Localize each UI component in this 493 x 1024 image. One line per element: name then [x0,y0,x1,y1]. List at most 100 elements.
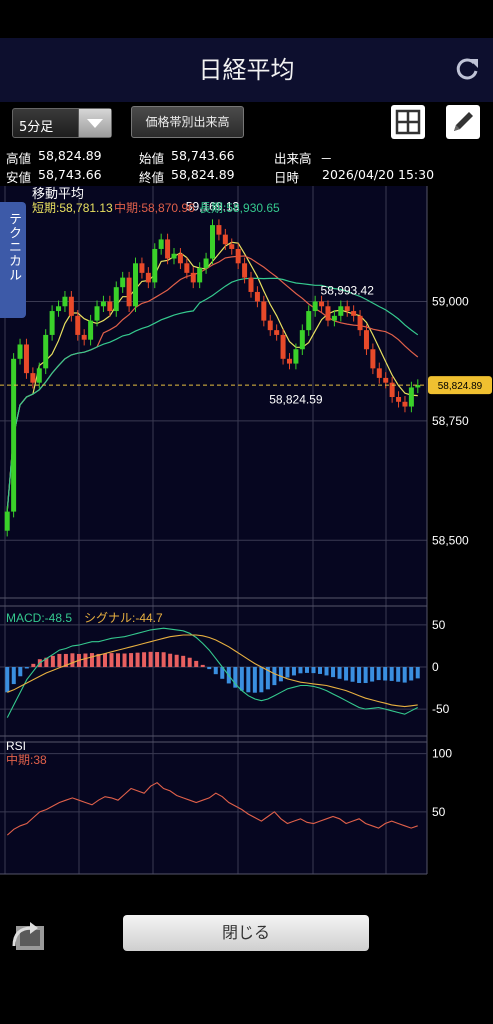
candle-body [222,234,228,245]
volume-profile-button[interactable]: 価格帯別出来高 [131,106,244,138]
candle-body [88,320,94,340]
macd-histogram-bar [181,655,186,667]
candle-body [338,306,344,316]
candle-body [363,330,369,350]
candle-body [216,225,222,235]
candle-body [197,268,203,283]
candle-body [389,382,395,397]
interval-select[interactable]: 5分足 [12,108,112,138]
grid-lines [0,186,428,875]
candle-body [242,263,248,278]
candle-body [120,277,126,288]
macd-histogram-bar [265,667,270,690]
macd-histogram-bar [50,655,55,667]
current-price-label: 58,824.89 [438,381,483,392]
signal-line [7,634,418,708]
macd-tick-label: 50 [432,618,446,632]
macd-histogram-bar [363,667,368,684]
rsi-line [6,782,418,836]
macd-histogram-bar [31,663,36,667]
candle-body [11,358,17,512]
candle-body [49,311,55,335]
close-button[interactable]: 閉じる [123,915,369,951]
macd-histogram-bar [57,653,62,667]
macd-histogram-bar [116,653,121,667]
macd-histogram-bar [402,667,407,683]
macd-legend: MACD:-48.5 [6,611,72,625]
macd-histogram-bar [89,653,94,667]
macd-histogram-bar [207,667,212,670]
macd-histogram-bar [24,667,29,669]
chart-labels: 59,000 58,750 58,500 58,824.89 59,169.13 58,9… [0,186,492,819]
macd-histogram-bar [200,664,205,667]
candle-body [100,301,106,307]
rsi-legend: 中期:38 [6,752,47,767]
macd-histogram-bar [285,667,290,678]
macd-histogram-bar [259,667,264,693]
macd-histogram-bar [96,653,101,667]
candle-body [62,296,68,307]
candle-body [177,253,183,264]
high-label: 高値 [6,151,32,166]
macd-histogram-bar [318,667,323,674]
macd-histogram-bar [324,667,329,676]
macd-histogram-bar [409,667,414,681]
candle-body [94,306,100,321]
macd-histogram-bar [278,667,283,682]
candle-body [139,263,145,273]
ma-legend-0: 短期:58,781.13 [32,201,113,215]
macd-histogram-bar [220,667,225,679]
macd-histogram-bar [109,653,114,667]
macd-histogram-bar [187,657,192,667]
grid-icon[interactable] [391,105,425,139]
candle-body [274,330,280,335]
price-tick-label: 58,500 [432,533,469,547]
rsi-title: RSI [6,739,26,753]
low-label: 安値 [6,170,32,185]
technical-tab[interactable]: テクニカル [0,202,26,318]
close-label: 終値 [139,170,165,185]
macd-histogram-bar [102,653,107,667]
signal-legend: シグナル:-44.7 [84,611,163,625]
candle-body [17,344,23,359]
price-annotation: 58,824.59 [269,392,323,406]
candle-body [107,301,113,312]
chart-area[interactable]: 59,000 58,750 58,500 58,824.89 59,169.13 58,9… [0,186,493,876]
long-ma-line [6,277,419,512]
candle-body [235,248,241,264]
close-value: 58,824.89 [171,167,235,182]
macd-histogram-bar [135,652,140,667]
candle-body [357,315,363,331]
candle-body [133,263,139,307]
macd-histogram-bar [344,667,349,681]
candle-body [299,330,305,350]
candle-body [165,239,171,259]
candle-body [158,239,164,249]
candle-body [344,306,350,312]
chevron-down-icon [78,109,111,137]
rsi-tick-label: 50 [432,805,446,819]
macd-histogram-bar [252,667,257,693]
candle-body [370,349,376,369]
candle-body [81,334,87,340]
candle-body [383,377,389,383]
candle-body [325,306,331,321]
current-price-tag [428,376,492,395]
macd-histogram-bar [168,653,173,667]
candle-body [145,272,151,283]
candle-body [23,344,29,374]
pencil-icon[interactable] [446,105,480,139]
macd-histogram-bar [383,667,388,681]
candle-body [267,320,273,331]
macd-histogram-bar [246,667,251,693]
macd-histogram-bar [233,667,238,688]
back-arrow-icon[interactable] [10,918,48,952]
macd-histogram-bar [129,653,134,667]
candle-body [415,385,421,388]
candle-body [248,277,254,292]
macd-histogram-bar [337,667,342,679]
interval-value: 5分足 [19,120,54,135]
datetime-label: 日時 [274,170,300,185]
refresh-icon[interactable] [452,54,482,84]
macd-histogram-bar [122,653,127,667]
